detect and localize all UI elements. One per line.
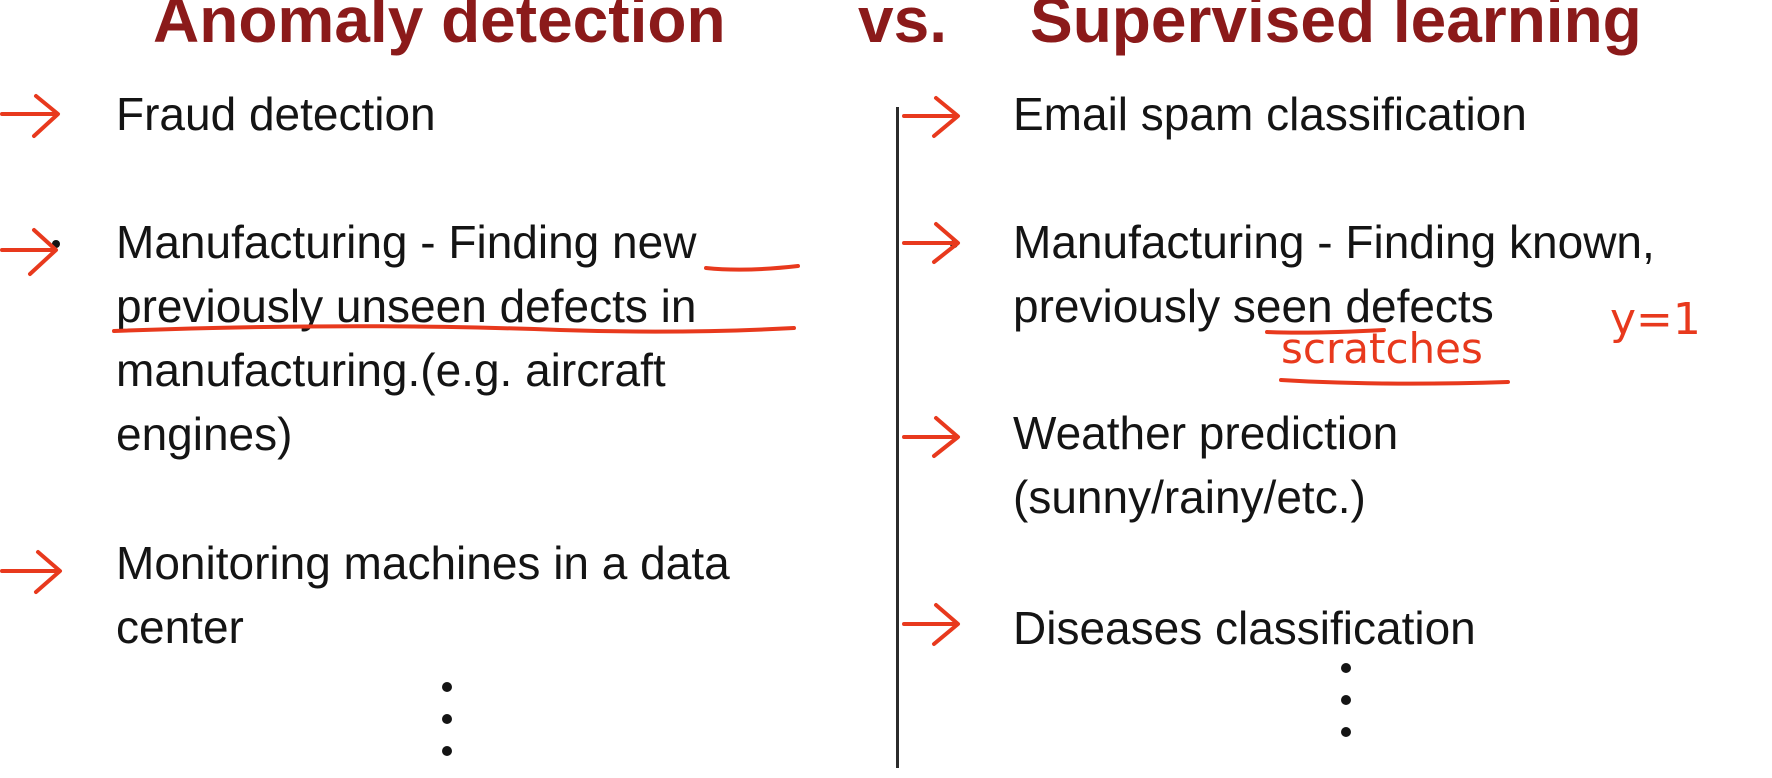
- title-left: Anomaly detection: [153, 0, 726, 56]
- ellipsis-dot: [1341, 695, 1351, 705]
- underline-new: [704, 264, 800, 272]
- ellipsis-dot: [442, 746, 452, 756]
- right-item-diseases: Diseases classification: [1013, 596, 1476, 660]
- right-item-line: Email spam classification: [1013, 88, 1527, 140]
- right-item-line: Manufacturing - Finding known,: [1013, 216, 1655, 268]
- arrow-icon: [0, 550, 62, 594]
- left-item-line: manufacturing.(e.g. aircraft: [116, 344, 666, 396]
- arrow-icon: [0, 228, 58, 276]
- right-item-manufacturing: Manufacturing - Finding known, previousl…: [1013, 210, 1655, 338]
- left-item-fraud: Fraud detection: [116, 82, 436, 146]
- left-item-manufacturing: Manufacturing - Finding new previously u…: [116, 210, 696, 466]
- right-item-weather: Weather prediction (sunny/rainy/etc.): [1013, 401, 1398, 529]
- right-ellipsis: [1341, 663, 1351, 759]
- bullet-dot: [950, 240, 958, 248]
- bullet-dot: [52, 240, 60, 248]
- right-item-line: previously seen defects: [1013, 280, 1494, 332]
- left-item-line: center: [116, 601, 244, 653]
- left-ellipsis: [442, 682, 452, 778]
- column-divider: [896, 107, 899, 768]
- title-vs: vs.: [858, 0, 947, 56]
- ellipsis-dot: [1341, 663, 1351, 673]
- ellipsis-dot: [442, 682, 452, 692]
- underline-scratches: [1279, 378, 1510, 386]
- arrow-icon: [0, 94, 60, 138]
- ellipsis-dot: [442, 714, 452, 724]
- right-item-email-spam: Email spam classification: [1013, 82, 1527, 146]
- left-item-line: Fraud detection: [116, 88, 436, 140]
- left-item-line: Manufacturing - Finding new: [116, 216, 697, 268]
- title-right: Supervised learning: [1030, 0, 1642, 56]
- left-item-line: engines): [116, 408, 293, 460]
- left-item-line: Monitoring machines in a data: [116, 537, 730, 589]
- annotation-y-equals-1: y=1: [1610, 294, 1701, 345]
- right-item-line: (sunny/rainy/etc.): [1013, 471, 1366, 523]
- arrow-icon: [902, 416, 960, 458]
- annotation-scratches: scratches: [1281, 324, 1483, 373]
- right-item-line: Weather prediction: [1013, 407, 1399, 459]
- arrow-icon: [902, 96, 960, 138]
- arrow-icon: [902, 603, 960, 646]
- ellipsis-dot: [1341, 727, 1351, 737]
- right-item-line: Diseases classification: [1013, 602, 1476, 654]
- left-item-line: previously unseen defects in: [116, 280, 697, 332]
- left-item-monitoring: Monitoring machines in a data center: [116, 531, 730, 659]
